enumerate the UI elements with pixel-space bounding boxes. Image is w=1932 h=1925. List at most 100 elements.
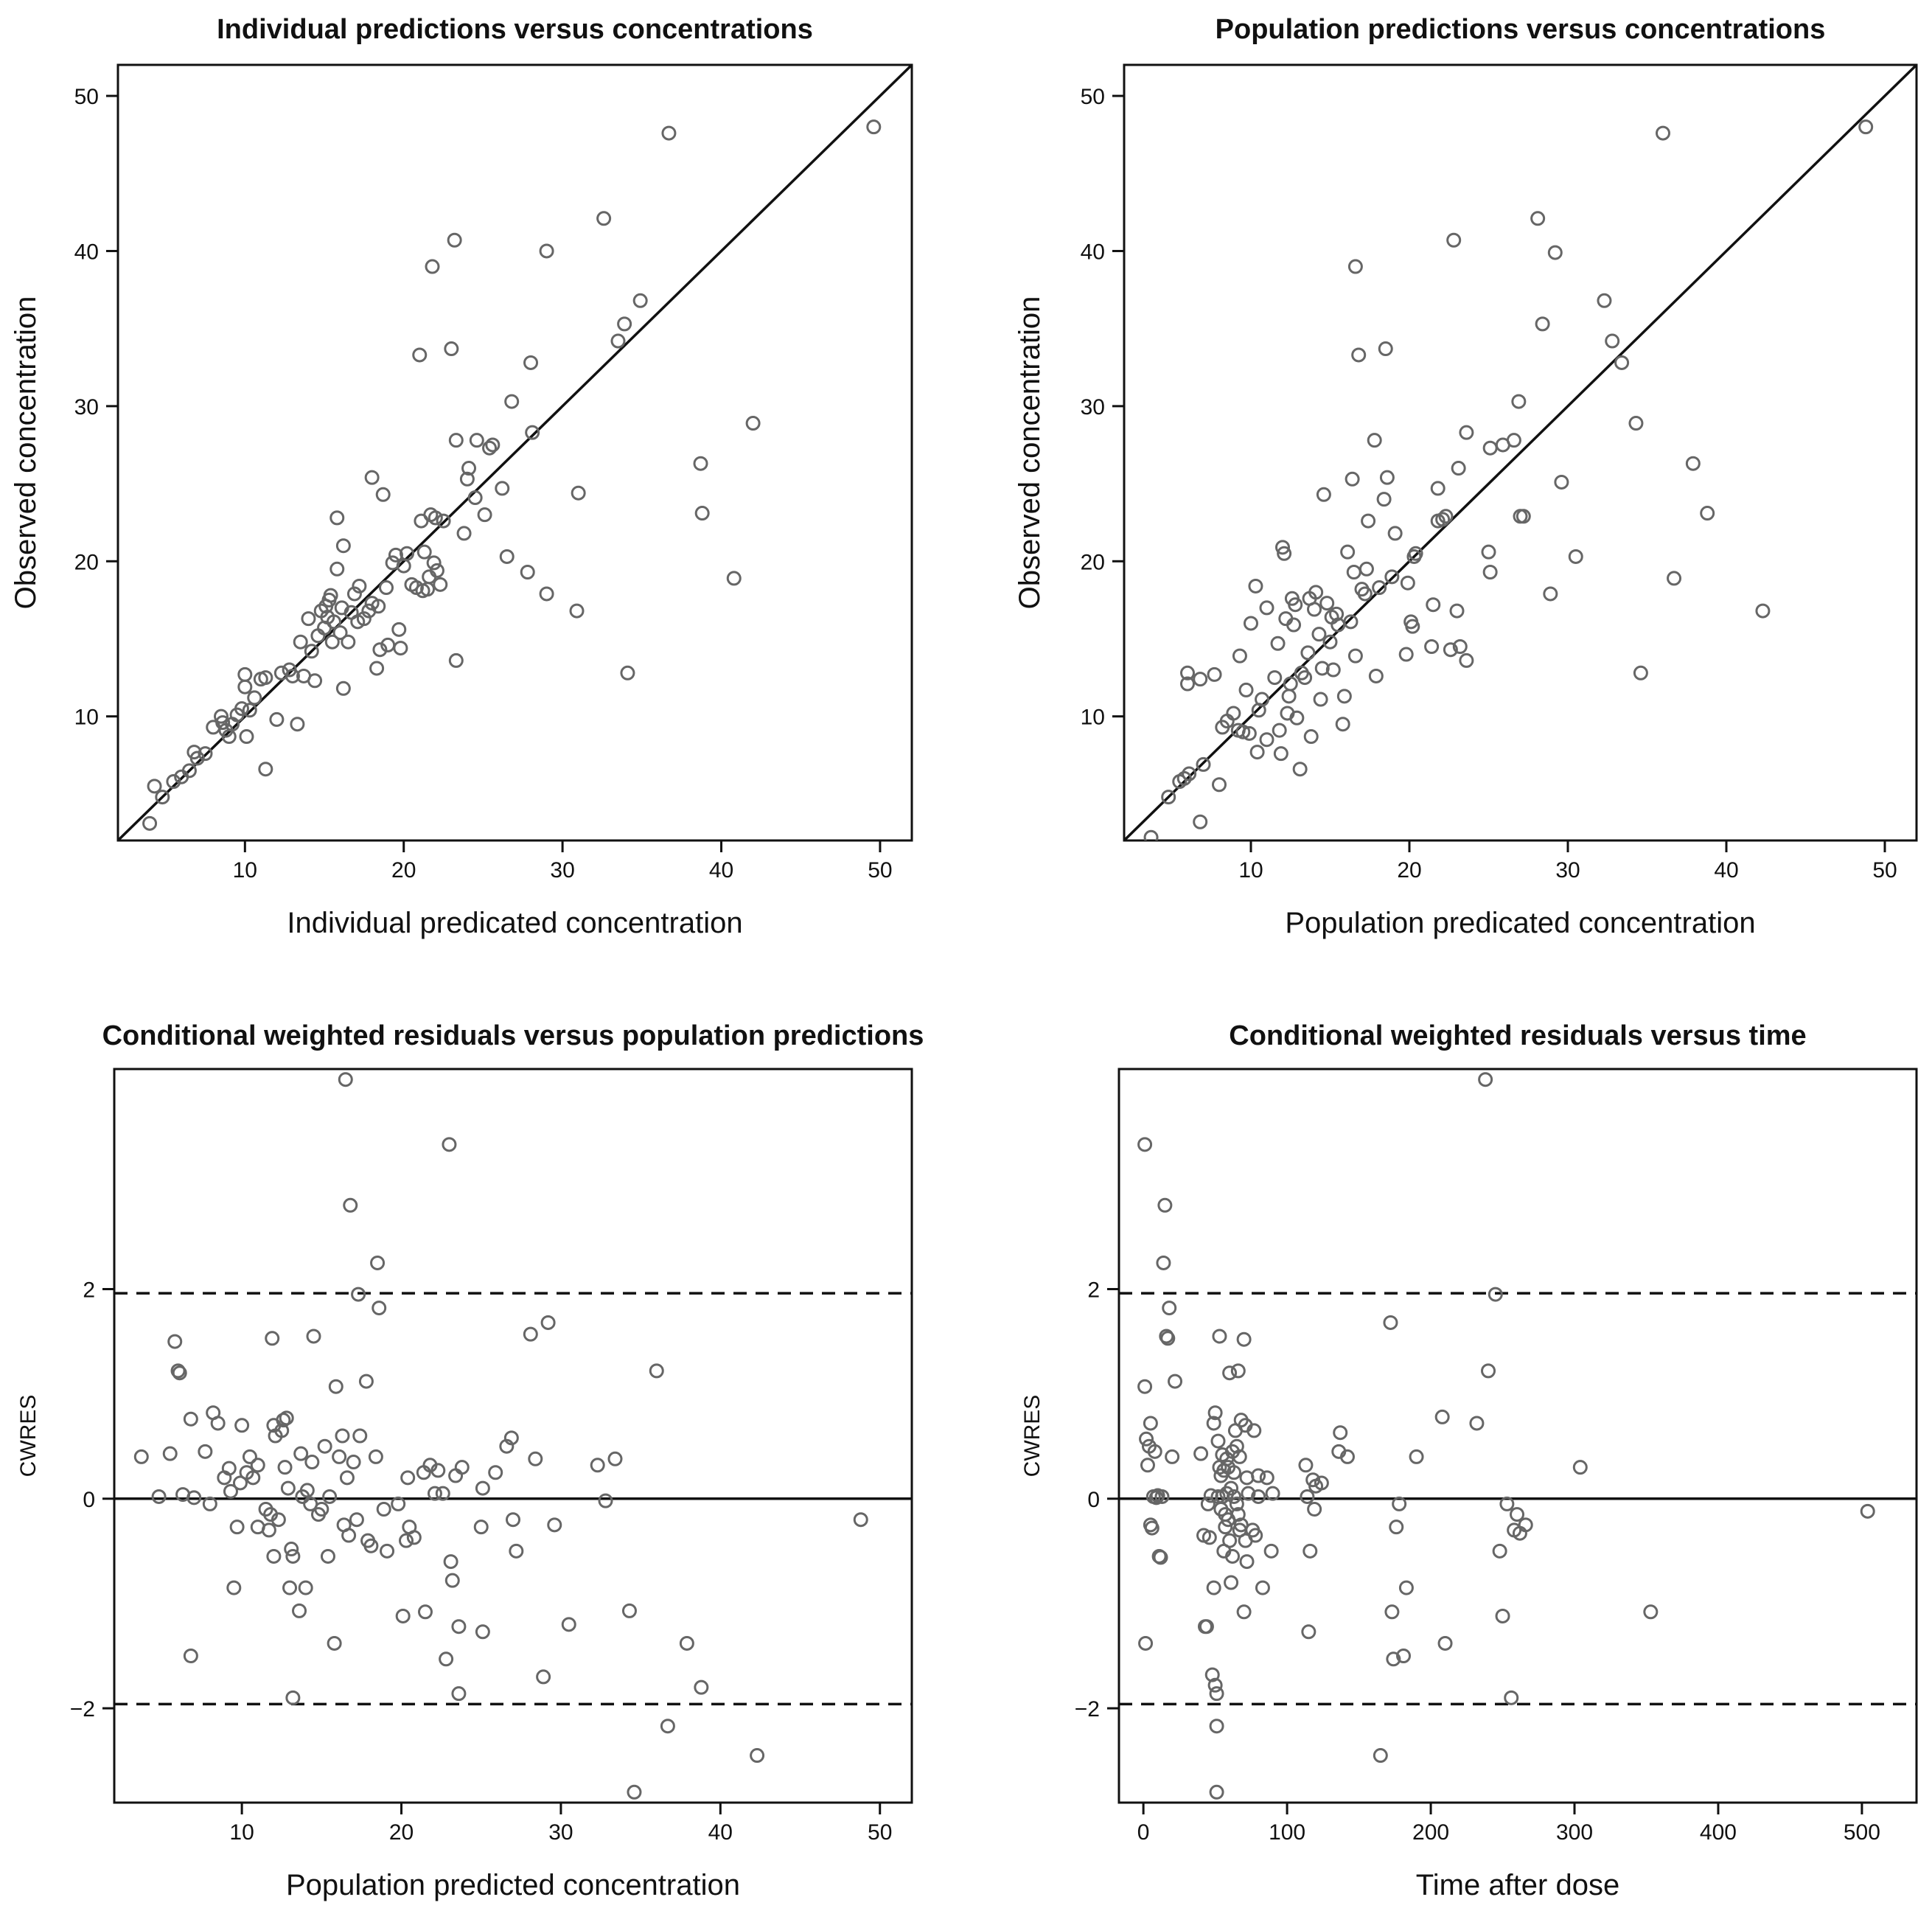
data-point [285,1548,301,1564]
x-axis-label: Individual predicated concentration [287,907,742,939]
data-point [1488,1287,1503,1302]
x-tick-label: 50 [868,858,892,883]
data-point [1499,1496,1515,1511]
data-point [1143,829,1159,840]
data-point [1251,1468,1266,1483]
data-point [151,1489,167,1504]
chart-title: Individual predictions versus concentrat… [217,14,813,45]
data-point [1325,662,1341,678]
data-point [1482,565,1498,580]
data-point [1286,617,1302,633]
data-point [1255,692,1270,707]
data-point [1400,575,1415,591]
data-point [523,1326,538,1342]
data-point [1236,1604,1252,1620]
data-point [299,1483,315,1498]
data-point [1409,1449,1424,1464]
data-point [1224,1480,1239,1496]
x-tick-label: 30 [548,1820,573,1845]
data-point [226,1580,242,1595]
data-point [285,668,300,683]
x-tick-label: 20 [391,858,416,883]
data-point [416,544,432,560]
data-point [237,679,253,695]
x-tick-label: 30 [550,858,574,883]
data-point [456,526,472,541]
data-point [448,433,464,448]
data-point [406,1530,422,1545]
data-point [679,1635,694,1651]
data-point [181,763,197,779]
y-tick-label: 2 [1087,1278,1100,1303]
data-point [391,622,407,637]
data-point [1225,1548,1241,1564]
identity-line [1124,65,1917,840]
x-tick-label: 400 [1700,1820,1737,1845]
data-point [1405,619,1420,634]
data-point [198,746,213,762]
y-axis-label: Observed concentration [10,296,42,610]
data-point [245,1470,261,1486]
data-point [277,1460,293,1475]
data-point [539,243,554,259]
data-point [375,487,391,502]
data-point [1202,1530,1217,1545]
y-tick-label: 30 [74,395,99,420]
data-point [1345,471,1360,487]
data-point [1226,1465,1241,1480]
y-tick-label: 40 [1081,240,1105,264]
x-tick-label: 100 [1269,1820,1305,1845]
data-point [1340,544,1356,560]
data-point [1226,1489,1241,1504]
data-point [1259,732,1274,748]
y-tick-label: 10 [1081,706,1105,730]
data-point [1241,1486,1256,1501]
data-point [1643,1604,1659,1620]
data-point [1633,665,1648,680]
data-point [1246,1423,1262,1438]
data-point [1193,672,1208,687]
data-point [539,586,554,602]
data-point [1303,729,1319,745]
data-point [1449,603,1465,619]
data-point [504,394,520,409]
data-point [183,1649,198,1663]
y-tick-label: 50 [1081,85,1105,109]
data-point [598,1493,613,1508]
data-point [1147,1444,1162,1459]
data-point [242,703,257,718]
data-point [1232,1449,1247,1464]
data-point [1307,602,1322,617]
data-point [1396,1649,1412,1663]
data-point [485,437,501,453]
data-point [167,1334,183,1349]
data-point [1435,512,1451,527]
data-point [162,1446,178,1461]
data-point [444,341,459,357]
data-point [1482,440,1498,456]
data-point [1204,1667,1220,1682]
x-tick-label: 0 [1137,1820,1150,1845]
data-point [198,1444,213,1459]
data-point [1656,125,1670,141]
data-point [314,1502,329,1517]
data-point [339,1470,355,1486]
data-point [1614,355,1630,370]
data-point [1215,1447,1230,1463]
data-point [258,670,273,686]
data-point [323,588,338,603]
x-tick-label: 20 [389,1820,414,1845]
data-point [1212,1329,1227,1344]
data-point [1478,1072,1493,1087]
data-point [1860,1503,1875,1519]
data-point [1270,636,1286,651]
data-point [1230,1363,1246,1379]
data-point [1300,1489,1315,1504]
y-tick-label: 30 [1081,395,1105,420]
data-point [1157,1197,1173,1213]
data-point [379,580,394,596]
data-point [1314,1475,1329,1491]
data-point [417,1604,433,1620]
data-point [1302,1543,1318,1559]
data-point [237,666,253,682]
